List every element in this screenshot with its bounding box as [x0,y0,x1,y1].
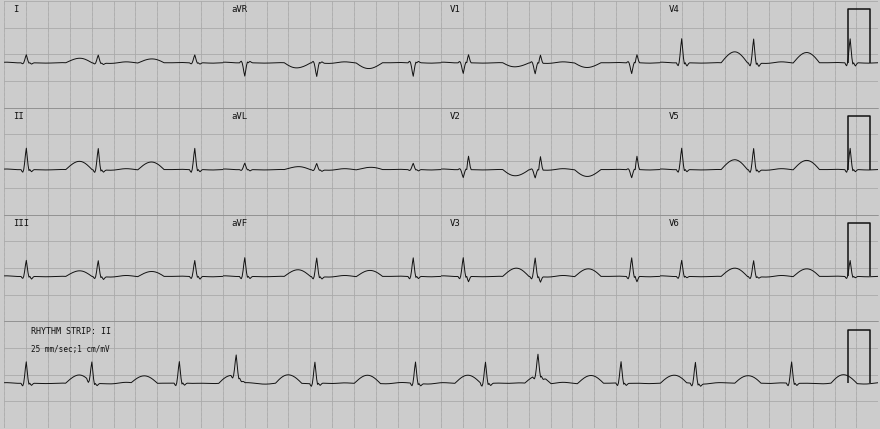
Text: V6: V6 [669,219,679,228]
Text: V4: V4 [669,5,679,14]
Text: II: II [13,112,24,121]
Text: 25 mm/sec;1 cm/mV: 25 mm/sec;1 cm/mV [31,345,109,354]
Text: III: III [13,219,29,228]
Text: I: I [13,5,18,14]
Text: V1: V1 [450,5,461,14]
Text: V2: V2 [450,112,461,121]
Text: aVF: aVF [231,219,248,228]
Text: V3: V3 [450,219,461,228]
Text: RHYTHM STRIP: II: RHYTHM STRIP: II [31,326,111,335]
Text: aVR: aVR [231,5,248,14]
Text: V5: V5 [669,112,679,121]
Text: aVL: aVL [231,112,248,121]
